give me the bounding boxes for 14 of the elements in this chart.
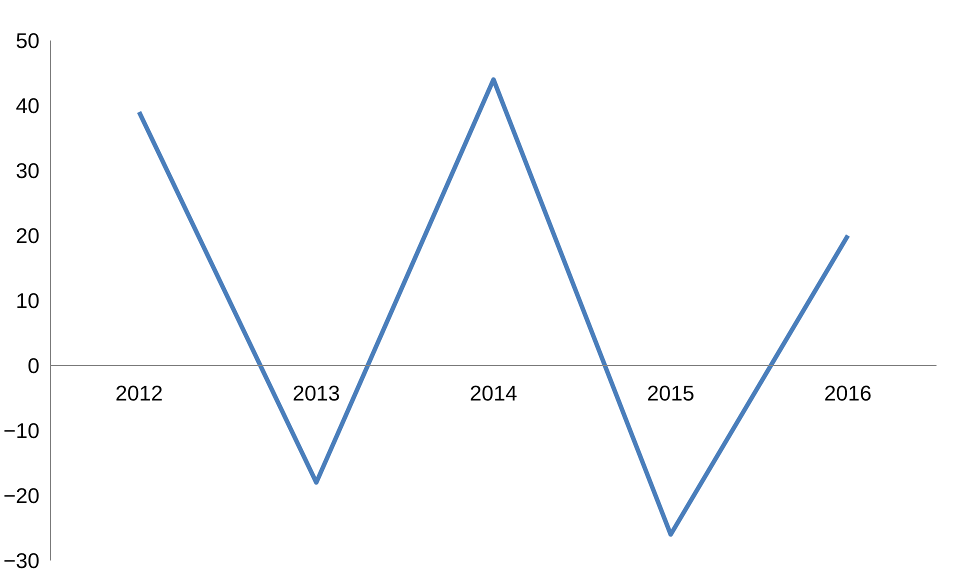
x-tick-label: 2016: [824, 382, 872, 406]
y-tick-label: −10: [3, 419, 40, 443]
y-tick-label: 10: [16, 289, 40, 313]
y-tick-label: −20: [3, 484, 40, 508]
y-tick-label: 30: [16, 159, 40, 183]
y-tick-label: 50: [16, 29, 40, 53]
y-tick-label: 20: [16, 224, 40, 248]
x-tick-label: 2012: [115, 382, 163, 406]
x-tick-label: 2014: [470, 382, 518, 406]
y-tick-label: 0: [28, 354, 40, 378]
y-tick-label: −30: [3, 549, 40, 573]
x-tick-label: 2015: [646, 382, 694, 406]
y-tick-label: 40: [16, 94, 40, 118]
x-tick-label: 2013: [292, 382, 340, 406]
